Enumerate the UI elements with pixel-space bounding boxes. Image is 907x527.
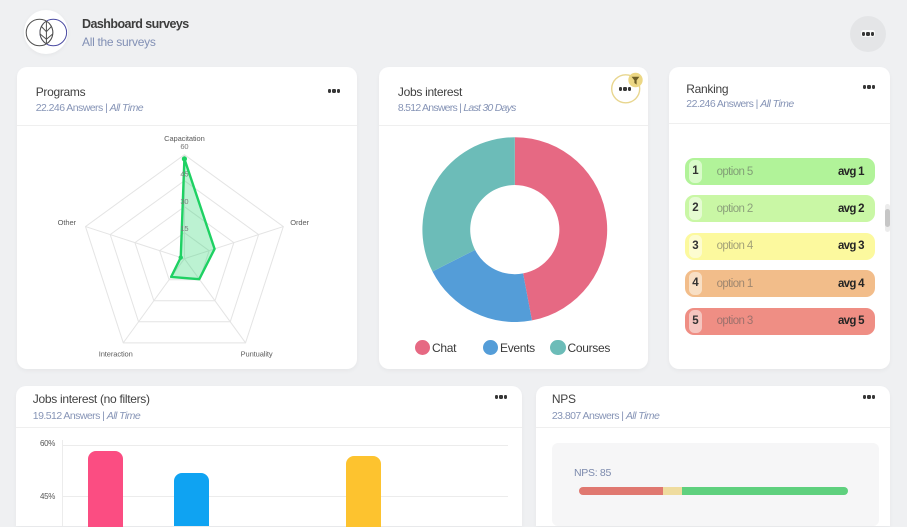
svg-text:45: 45	[180, 169, 188, 178]
svg-text:Capacitation: Capacitation	[164, 134, 205, 143]
svg-text:Puntuality: Puntuality	[241, 350, 273, 359]
svg-text:Interaction: Interaction	[99, 350, 133, 359]
svg-text:15: 15	[180, 224, 188, 233]
svg-text:30: 30	[180, 197, 188, 206]
svg-text:Order: Order	[290, 218, 309, 227]
svg-text:60: 60	[180, 142, 188, 151]
svg-text:Other: Other	[58, 218, 77, 227]
